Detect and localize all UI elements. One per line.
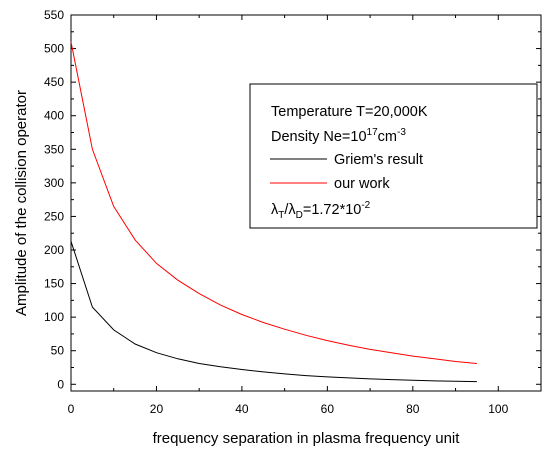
axis-ticks	[70, 14, 541, 391]
plot-frame	[70, 14, 542, 392]
y-tick-label: 450	[44, 75, 64, 89]
y-tick-label: 200	[44, 243, 64, 257]
x-tick-label: 20	[150, 402, 164, 416]
y-tick-label: 350	[44, 142, 64, 156]
y-tick-label: 500	[44, 42, 64, 56]
ratio-exponent: -2	[361, 200, 370, 211]
legend: Temperature T=20,000K Density Ne=1017cm-…	[249, 83, 538, 229]
y-tick-label: 400	[44, 109, 64, 123]
density-unit-exponent: -3	[397, 127, 406, 138]
y-tick-label: 250	[44, 209, 64, 223]
x-tick-label: 100	[488, 402, 508, 416]
series-line-1	[70, 41, 477, 364]
series-lines	[70, 41, 477, 383]
y-tick-label: 50	[51, 344, 65, 358]
y-tick-label: 550	[44, 8, 64, 22]
legend-density: Density Ne=1017cm-3	[271, 127, 406, 145]
ratio-lambda: λ	[271, 202, 279, 218]
x-tick-labels: 0 20 40 60 80 100	[68, 402, 509, 416]
y-tick-label: 300	[44, 176, 64, 190]
y-tick-label: 100	[44, 310, 64, 324]
ratio-slash-lambda: /λ	[284, 202, 296, 218]
y-tick-labels: 0 50 100 150 200 250 300 350 400 450 500 550	[44, 8, 64, 391]
legend-label-our-work: our work	[334, 176, 390, 192]
ratio-sub-d: D	[296, 210, 303, 221]
x-tick-label: 0	[68, 402, 75, 416]
y-tick-label: 150	[44, 277, 64, 291]
legend-temperature: Temperature T=20,000K	[271, 104, 428, 120]
x-axis-title: frequency separation in plasma frequency…	[153, 430, 461, 447]
y-axis-title: Amplitude of the collision operator	[13, 90, 30, 316]
legend-box	[249, 83, 538, 229]
ratio-value: =1.72*10	[303, 202, 361, 218]
ratio-sub-t: T	[278, 210, 284, 221]
density-exponent: 17	[367, 127, 379, 138]
y-tick-label: 0	[57, 377, 64, 391]
legend-label-griem: Griem's result	[334, 152, 423, 168]
x-tick-label: 60	[321, 402, 335, 416]
series-line-0	[70, 241, 477, 383]
legend-ratio: λT/λD=1.72*10-2	[271, 200, 371, 221]
density-unit: cm	[378, 129, 397, 145]
density-prefix: Density Ne=10	[271, 129, 367, 145]
x-tick-label: 40	[235, 402, 249, 416]
x-tick-label: 80	[406, 402, 420, 416]
